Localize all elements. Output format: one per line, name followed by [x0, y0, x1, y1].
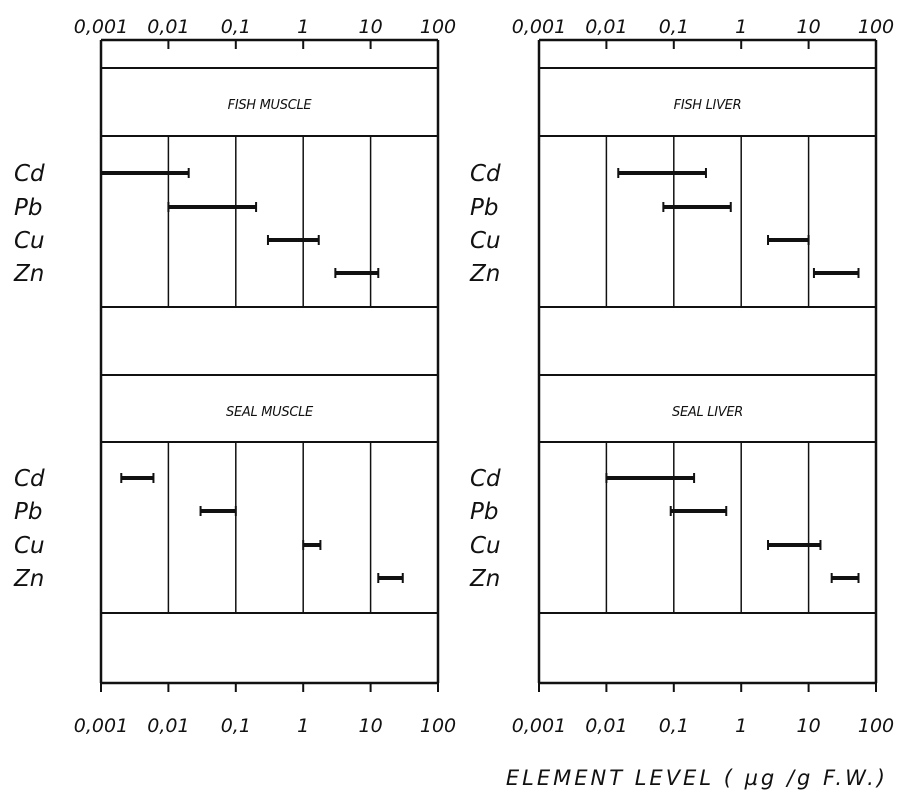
panel-title: FISH LIVER: [674, 98, 742, 113]
tick-label-top: 100: [420, 16, 456, 38]
element-label: Zn: [13, 566, 44, 592]
range-bar: [100, 168, 190, 178]
element-label: Pb: [470, 195, 498, 221]
range-bar: [812, 268, 860, 278]
gridlines: [167, 136, 810, 613]
tick-label-bottom: 1: [735, 715, 747, 737]
tick-label-bottom: 0,001: [74, 715, 128, 737]
panel-title: SEAL MUSCLE: [226, 405, 314, 420]
chart-frame: [99, 38, 878, 685]
element-label: Cu: [470, 533, 501, 559]
element-label: Cd: [470, 161, 501, 187]
tick-marks: [100, 40, 877, 692]
element-label: Cu: [14, 533, 45, 559]
element-label: Pb: [14, 499, 42, 525]
tick-label-top: 0,01: [147, 16, 189, 38]
tick-label-bottom: 100: [420, 715, 456, 737]
range-bar: [266, 235, 320, 245]
tick-label-top: 0,01: [585, 16, 627, 38]
range-bar: [302, 540, 322, 550]
range-bar: [605, 473, 696, 483]
tick-label-bottom: 10: [797, 715, 821, 737]
tick-label-bottom: 100: [858, 715, 894, 737]
range-bar: [334, 268, 380, 278]
tick-labels: 0,001 0,001 0,01 0,01 0,1 0,1 1 1 10 10 100 100 0,00…: [74, 16, 894, 737]
tick-label-top: 0,1: [221, 16, 251, 38]
element-label: Cd: [14, 161, 45, 187]
range-bar: [669, 506, 728, 516]
range-bar: [830, 573, 860, 583]
range-bar: [199, 506, 237, 516]
panel-title: FISH MUSCLE: [228, 98, 313, 113]
tick-label-bottom: 0,001: [512, 715, 566, 737]
tick-label-top: 10: [359, 16, 383, 38]
element-label: Zn: [469, 261, 500, 287]
tick-label-top: 1: [735, 16, 747, 38]
element-label: Zn: [469, 566, 500, 592]
element-label: Pb: [14, 195, 42, 221]
element-label: Pb: [470, 499, 498, 525]
tick-label-top: 1: [297, 16, 309, 38]
panel-titles: FISH MUSCLE FISH LIVER SEAL MUSCLE SEAL LIV…: [226, 98, 743, 420]
tick-label-bottom: 10: [359, 715, 383, 737]
range-bar: [767, 235, 810, 245]
tick-label-bottom: 0,1: [659, 715, 689, 737]
element-label: Cd: [470, 466, 501, 492]
tick-label-bottom: 1: [297, 715, 309, 737]
element-label: Cu: [14, 228, 45, 254]
element-label: Cd: [14, 466, 45, 492]
tick-label-top: 0,1: [659, 16, 689, 38]
x-axis-label: ELEMENT LEVEL ( µg /g F.W.): [506, 766, 888, 790]
range-bars: [100, 168, 860, 583]
range-bar: [120, 473, 155, 483]
tick-label-top: 10: [797, 16, 821, 38]
range-bar: [617, 168, 707, 178]
range-bar: [377, 573, 404, 583]
tick-label-bottom: 0,01: [147, 715, 189, 737]
tick-label-top: 0,001: [512, 16, 566, 38]
tick-label-top: 100: [858, 16, 894, 38]
element-label: Cu: [470, 228, 501, 254]
tick-label-bottom: 0,01: [585, 715, 627, 737]
tick-label-top: 0,001: [74, 16, 128, 38]
range-bar: [662, 202, 732, 212]
panel-title: SEAL LIVER: [672, 405, 743, 420]
tick-label-bottom: 0,1: [221, 715, 251, 737]
range-bar: [167, 202, 258, 212]
range-bar: [767, 540, 822, 550]
element-label: Zn: [13, 261, 44, 287]
element-labels: Cd Pb Cu Zn Cd Pb Cu Zn Cd Pb Cu Zn Cd Pb Cu Zn: [13, 161, 501, 592]
